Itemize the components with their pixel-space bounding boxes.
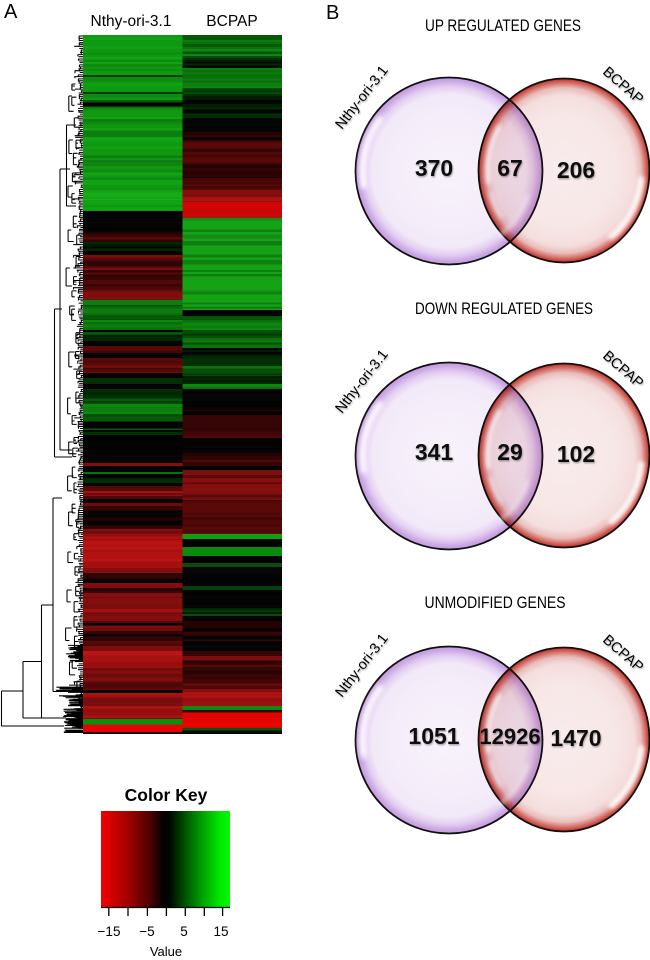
svg-text:UNMODIFIED GENES: UNMODIFIED GENES [425,594,566,612]
svg-text:5: 5 [180,924,188,939]
svg-text:B: B [326,2,339,24]
svg-text:29: 29 [497,439,523,465]
svg-text:UP REGULATED GENES: UP REGULATED GENES [425,17,581,35]
svg-text:370: 370 [415,155,453,181]
svg-text:−5: −5 [139,924,154,939]
svg-text:Color Key: Color Key [125,785,208,805]
svg-text:206: 206 [557,157,595,183]
svg-text:BCPAP: BCPAP [206,13,257,30]
svg-text:15: 15 [213,924,228,939]
svg-text:12926: 12926 [479,724,540,749]
svg-text:DOWN REGULATED GENES: DOWN REGULATED GENES [415,300,593,318]
svg-text:1051: 1051 [408,723,459,749]
svg-text:341: 341 [415,439,454,465]
svg-text:−15: −15 [98,924,121,939]
svg-text:1470: 1470 [550,725,601,751]
svg-text:Nthy-ori-3.1: Nthy-ori-3.1 [91,13,172,30]
svg-text:102: 102 [557,441,595,467]
svg-text:Value: Value [150,944,182,959]
svg-text:A: A [4,1,18,23]
svg-text:67: 67 [497,155,523,181]
